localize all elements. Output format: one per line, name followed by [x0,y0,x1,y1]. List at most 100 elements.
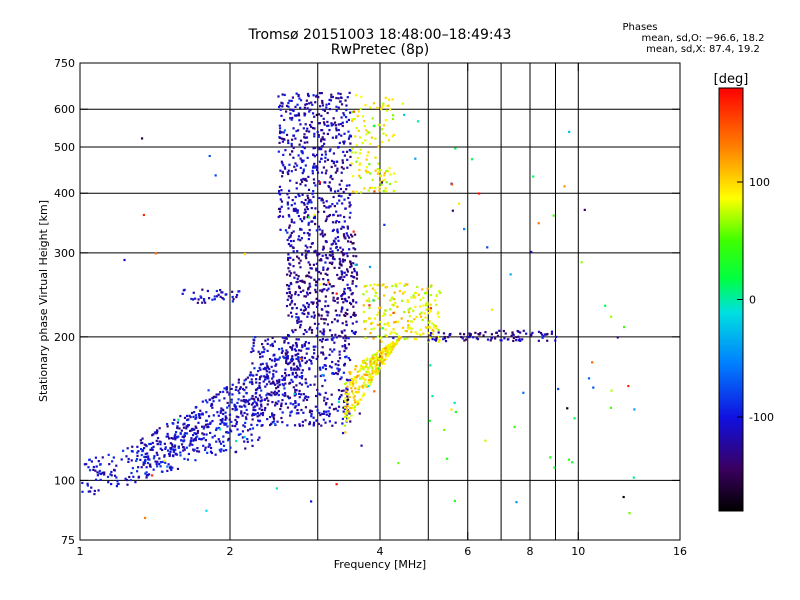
data-point [370,322,373,325]
data-point [305,205,308,209]
data-point [209,446,213,450]
data-point [325,200,328,203]
data-point [343,287,346,291]
data-point [315,165,318,168]
data-point [301,152,304,155]
data-point [313,146,317,150]
data-point [351,292,354,295]
data-point [297,257,300,260]
data-point [427,332,430,335]
data-point [237,378,240,381]
data-point [182,446,185,449]
data-point [346,240,350,243]
data-point [297,214,301,218]
data-point [217,293,220,296]
data-point [351,275,354,278]
data-point [469,333,472,336]
data-point [374,169,377,172]
data-point [187,418,190,421]
data-point [336,297,339,301]
data-point [372,124,375,128]
data-point [369,381,373,384]
data-point [369,186,372,190]
data-point [374,365,377,368]
data-point [281,170,284,173]
data-point [277,358,280,361]
data-point [424,316,427,319]
data-point [243,411,246,415]
data-point [294,393,297,396]
data-point [251,427,255,430]
data-point [332,408,336,411]
data-point [334,242,338,245]
data-point [306,232,309,235]
data-point [302,392,305,396]
data-point [490,333,493,336]
data-point [198,416,201,419]
data-point [409,307,412,310]
data-point [438,340,441,343]
data-point [314,166,317,169]
data-point [349,289,352,292]
data-point [354,379,357,382]
y-axis-title: Stationary phase Virtual Height [km] [37,200,50,402]
data-point [143,516,147,520]
data-point [427,321,430,324]
data-point [345,336,348,340]
data-point [301,145,304,148]
data-point [322,283,325,286]
data-point [391,135,394,138]
data-point [283,378,286,381]
data-point [330,403,334,406]
data-point [234,425,237,428]
data-point [240,399,243,402]
data-point [622,325,626,329]
data-point [224,416,228,419]
data-point [312,311,315,314]
data-point [495,331,498,334]
data-point [540,333,544,336]
data-point [294,162,297,165]
data-point [297,412,300,415]
data-point [130,471,133,475]
data-point [338,262,341,265]
data-point [400,317,403,320]
data-point [291,371,294,374]
data-point [290,315,294,318]
data-point [346,379,350,382]
data-point [360,444,363,447]
data-point [340,270,343,273]
data-point [377,367,380,370]
data-point [228,413,232,416]
data-point [176,467,180,471]
data-point [334,309,337,312]
data-point [282,377,286,380]
data-point [352,300,355,303]
data-point [337,146,340,149]
data-point [299,308,303,311]
data-point [335,135,338,138]
data-point [272,382,276,385]
data-point [199,295,202,298]
data-point [307,250,310,253]
data-point [81,481,84,485]
data-point [278,141,281,144]
data-point [320,308,323,311]
data-point [349,407,352,410]
data-point [314,249,317,252]
data-point [246,376,249,379]
data-point [327,304,330,307]
data-point [192,428,195,431]
data-point [175,453,179,456]
data-point [295,384,298,387]
data-point [384,286,387,289]
data-point [290,357,294,360]
data-point [419,298,422,301]
data-point [93,492,96,496]
data-point [305,360,309,363]
data-point [305,347,308,350]
data-point [126,479,129,482]
data-point [346,158,349,161]
data-point [326,397,329,400]
data-point [407,327,410,330]
